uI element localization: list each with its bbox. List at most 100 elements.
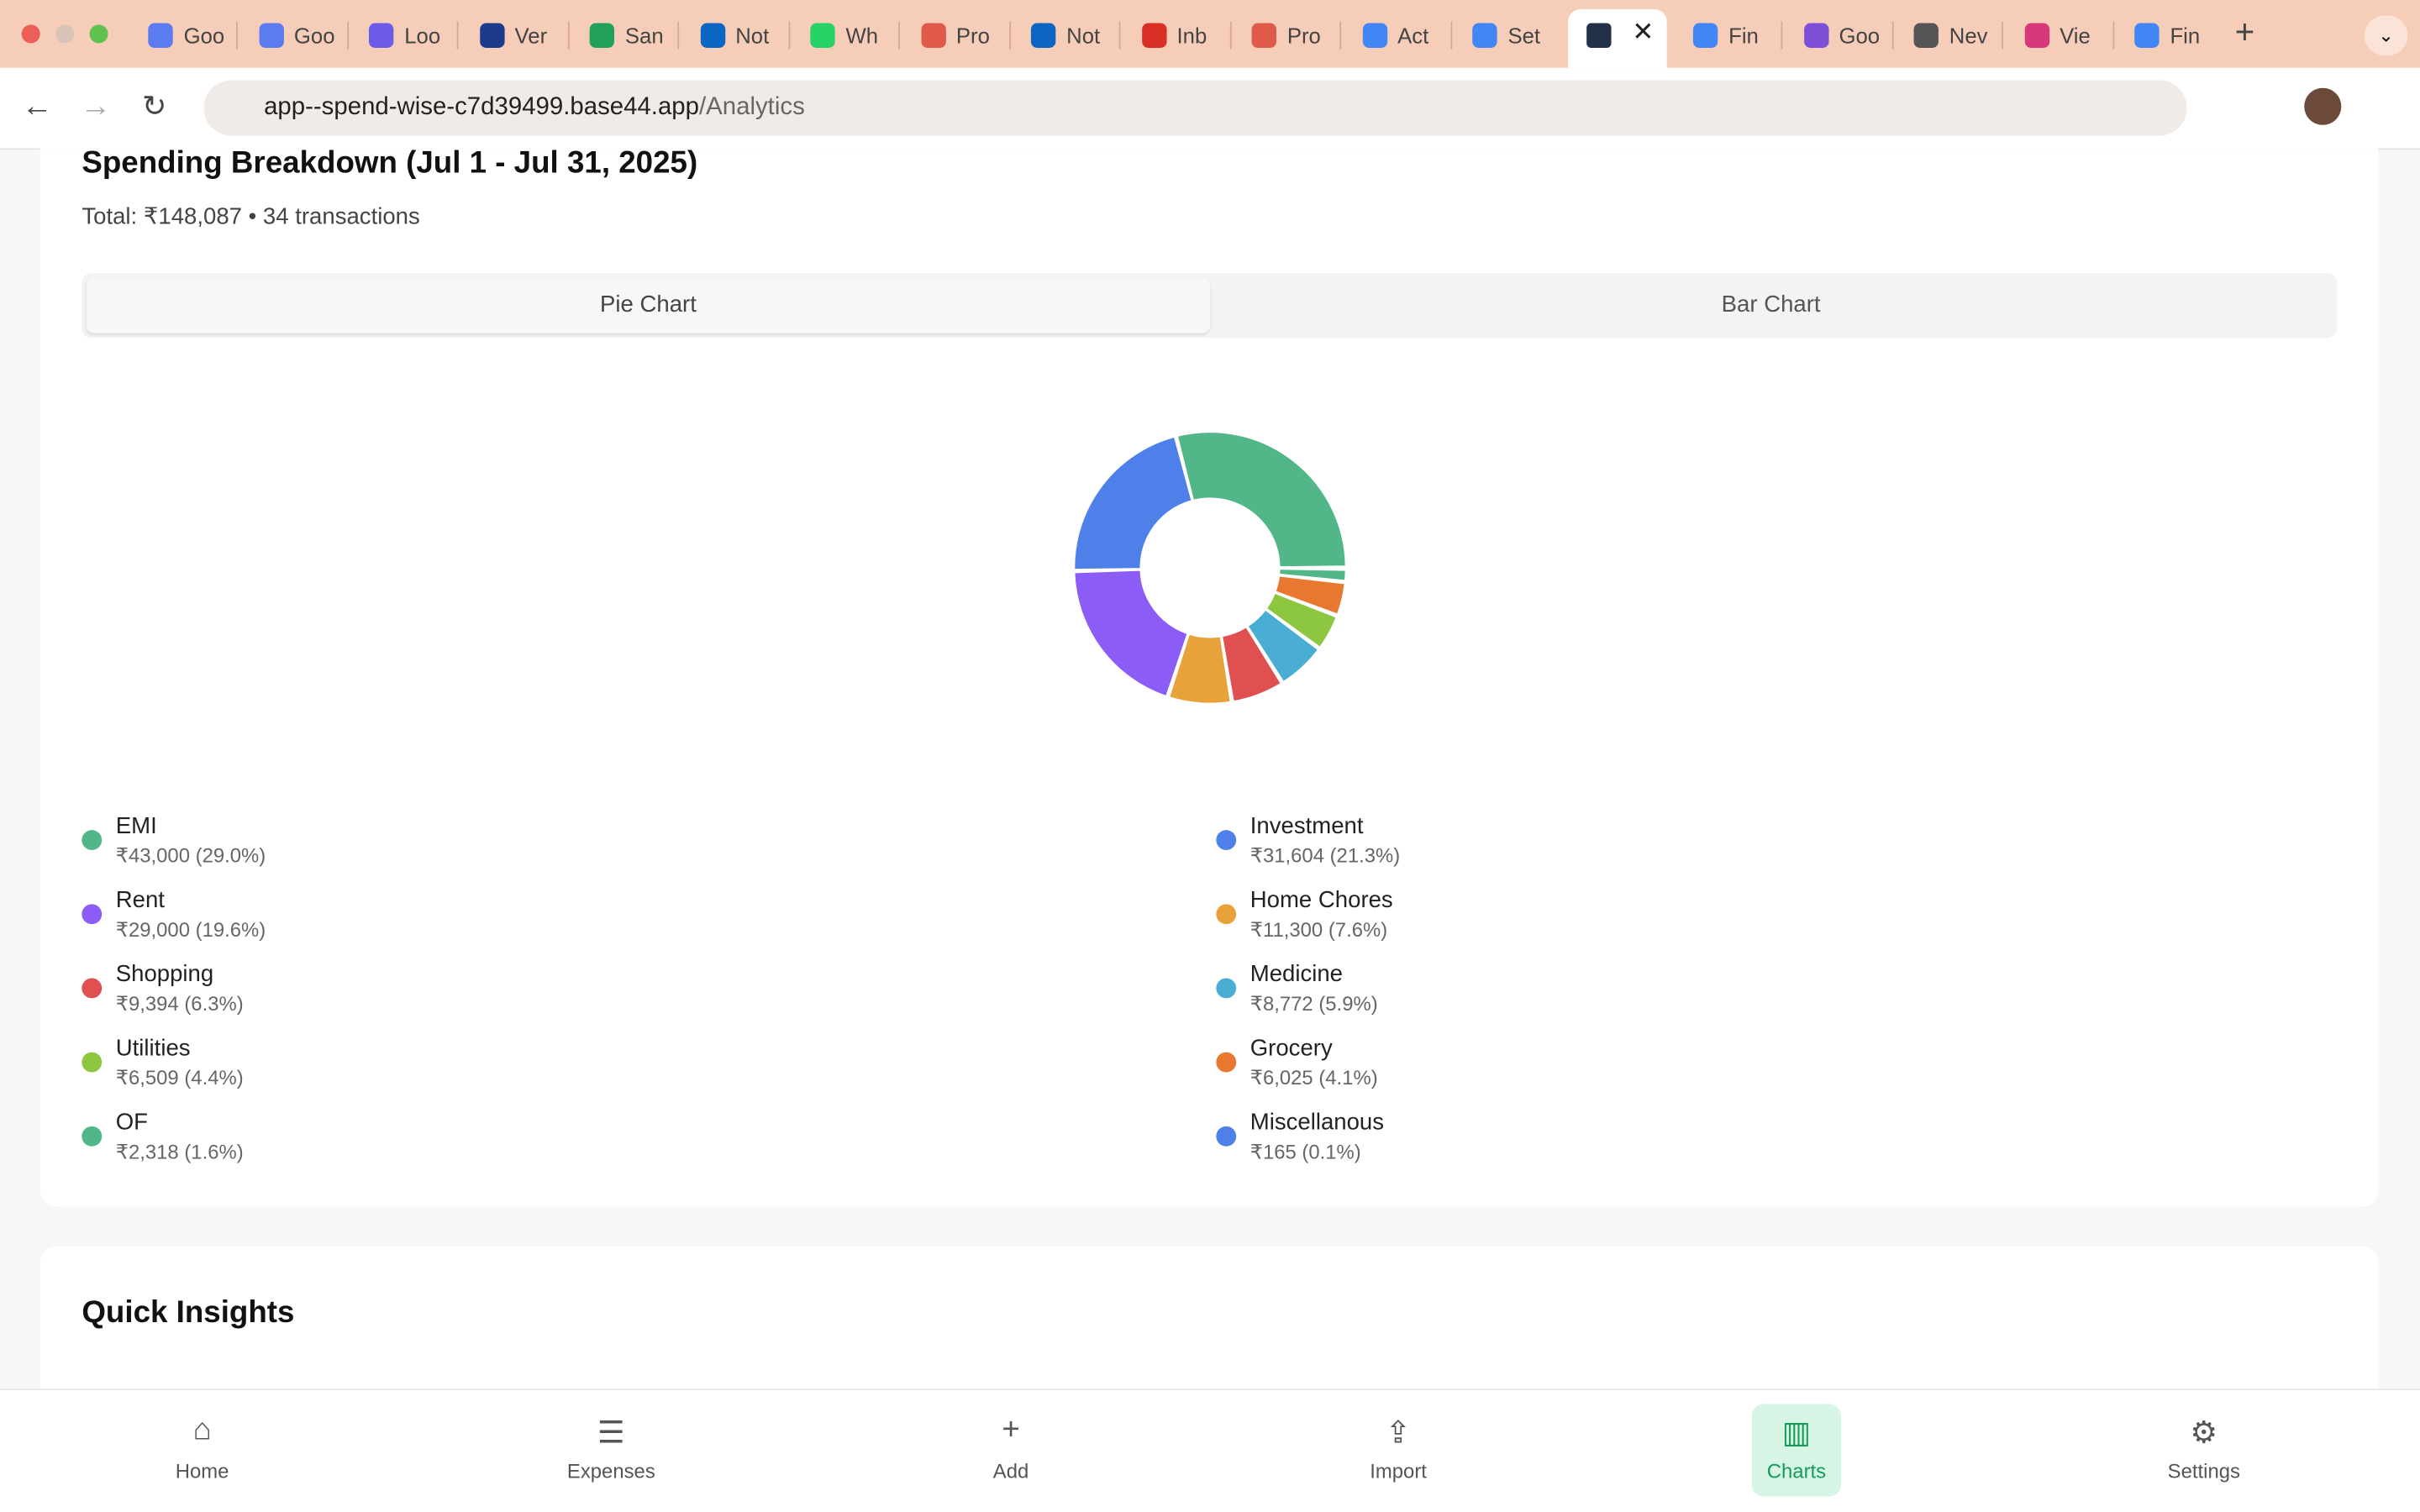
legend-swatch	[1216, 904, 1237, 925]
nav-item[interactable]: Import	[1370, 1459, 1427, 1483]
insights-title: Quick Insights	[82, 1295, 295, 1331]
tab[interactable]: Wh	[798, 13, 897, 59]
legend-swatch	[82, 904, 103, 925]
tab-label: Fin	[2170, 23, 2201, 48]
tab-label: Goo	[293, 23, 335, 48]
nav-item[interactable]: Settings	[2167, 1459, 2240, 1483]
tab-icon	[1361, 23, 1387, 48]
tab-label: San	[624, 23, 664, 48]
tab-separator	[1339, 21, 1342, 50]
url-host: app--spend-wise-c7d39499.base44.app	[264, 94, 700, 121]
tab-icon	[699, 23, 725, 48]
tab[interactable]: Ver	[467, 13, 566, 59]
profile[interactable]	[2304, 87, 2342, 125]
nav-icon: ⌂	[192, 1413, 212, 1447]
minimize-window[interactable]	[55, 24, 75, 44]
tab[interactable]: Goo	[136, 13, 235, 59]
address-bar[interactable]	[203, 80, 2187, 136]
nav-icon: +	[1002, 1413, 1020, 1447]
legend-swatch	[82, 978, 103, 999]
tab[interactable]: Act	[1349, 13, 1449, 59]
legend-value: ₹6,025 (4.1%)	[1249, 1066, 1378, 1089]
legend-name: Medicine	[1249, 961, 1344, 988]
pie-slice	[1278, 568, 1347, 582]
tab-icon	[1141, 23, 1166, 48]
tab-icon	[368, 23, 394, 48]
back[interactable]: ←	[21, 89, 53, 123]
nav-active-bg	[1751, 1404, 1842, 1497]
tab[interactable]: San	[577, 13, 676, 59]
reload[interactable]: ↻	[141, 91, 167, 123]
tab-close[interactable]: ✕	[1632, 17, 1655, 47]
active-tab[interactable]	[1568, 9, 1667, 68]
pie-slice	[1246, 608, 1320, 684]
tab[interactable]: Fin	[2123, 13, 2222, 59]
tab[interactable]: Not	[1018, 13, 1118, 59]
tab[interactable]: Inb	[1129, 13, 1228, 59]
nav-item[interactable]: Home	[175, 1459, 229, 1483]
legend-name: Home Chores	[1249, 887, 1393, 914]
tab-label: Set	[1507, 23, 1541, 48]
tab-icon	[1472, 23, 1497, 48]
tab[interactable]: Pro	[908, 13, 1007, 59]
tab-icon	[589, 23, 615, 48]
legend-value: ₹9,394 (6.3%)	[115, 992, 244, 1016]
legend-name: OF	[115, 1109, 149, 1136]
bottom-nav	[0, 1389, 2420, 1512]
tab-icon	[148, 23, 173, 48]
nav-icon: ⇪	[1385, 1416, 1412, 1451]
tab-label: Pro	[955, 23, 990, 48]
tab-label: Not	[735, 23, 770, 48]
tab[interactable]: Goo	[246, 13, 345, 59]
tab[interactable]: Nev	[1902, 13, 2001, 59]
url: app--spend-wise-c7d39499.base44.app/Anal…	[264, 94, 805, 122]
new-tab[interactable]: +	[2234, 12, 2255, 51]
tab-label: Vie	[2060, 23, 2091, 48]
close-window[interactable]	[21, 24, 40, 44]
tab[interactable]: Goo	[1791, 13, 1891, 59]
tab[interactable]: Fin	[1681, 13, 1780, 59]
legend-swatch	[1216, 978, 1237, 999]
tab-label: Ver	[514, 23, 548, 48]
legend-name: Investment	[1249, 812, 1364, 840]
tab-icon	[1030, 23, 1056, 48]
tab-separator	[456, 21, 459, 50]
tab[interactable]: Pro	[1239, 13, 1339, 59]
tab-separator	[1228, 21, 1231, 50]
nav-item[interactable]: Charts	[1766, 1459, 1827, 1483]
nav-icon: ☰	[597, 1416, 625, 1451]
legend-swatch	[1216, 1126, 1237, 1147]
tab-separator	[897, 21, 900, 50]
tab-label: Goo	[1839, 23, 1881, 48]
tab-icon	[479, 23, 504, 48]
legend-swatch	[1216, 830, 1237, 851]
tab-icon	[1251, 23, 1276, 48]
tab-icon	[1803, 23, 1828, 48]
tab-icon	[258, 23, 284, 48]
tab[interactable]: Loo	[356, 13, 455, 59]
tab-strip	[0, 0, 2420, 68]
tab[interactable]: Vie	[2012, 13, 2111, 59]
pie-tab[interactable]: Pie Chart	[86, 277, 1210, 333]
legend-name: Grocery	[1249, 1035, 1333, 1062]
bar-tab[interactable]: Bar Chart	[1721, 291, 1821, 318]
nav-item[interactable]: Add	[992, 1459, 1029, 1483]
tab[interactable]: Not	[687, 13, 786, 59]
tab-label: Nev	[1949, 23, 1988, 48]
tab-label: Pro	[1286, 23, 1321, 48]
tab-separator	[787, 21, 790, 50]
tab-search[interactable]: ⌄	[2364, 15, 2408, 56]
nav-item[interactable]: Expenses	[566, 1459, 655, 1483]
tab-separator	[2112, 21, 2114, 50]
tab[interactable]: Set	[1460, 13, 1560, 59]
tab-icon	[2023, 23, 2049, 48]
maximize-window[interactable]	[89, 24, 108, 44]
legend-swatch	[82, 830, 103, 851]
forward[interactable]: →	[80, 89, 112, 123]
nav-icon: ⚙	[2190, 1416, 2218, 1451]
donut-chart	[1073, 431, 1347, 705]
legend-value: ₹6,509 (4.4%)	[115, 1066, 244, 1089]
legend-value: ₹31,604 (21.3%)	[1249, 843, 1401, 868]
tab-separator	[1891, 21, 1893, 50]
